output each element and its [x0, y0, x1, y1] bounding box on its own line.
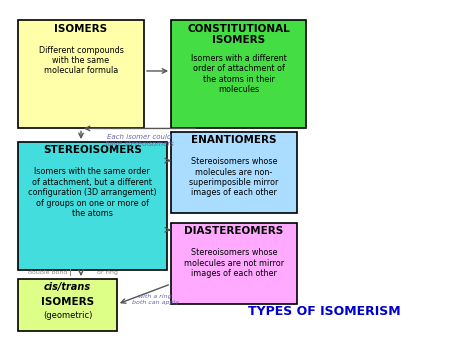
- Text: Each isomer could
have stereoisomers: Each isomer could have stereoisomers: [105, 134, 174, 146]
- FancyBboxPatch shape: [18, 20, 144, 128]
- Text: Isomers with the same order
of attachment, but a different
configuration (3D arr: Isomers with the same order of attachmen…: [28, 167, 157, 218]
- Text: STEREOISOMERS: STEREOISOMERS: [43, 145, 142, 155]
- Text: ENANTIOMERS: ENANTIOMERS: [191, 135, 277, 145]
- Text: TYPES OF ISOMERISM: TYPES OF ISOMERISM: [248, 305, 400, 318]
- Text: ISOMERS: ISOMERS: [54, 24, 108, 34]
- FancyBboxPatch shape: [171, 223, 297, 304]
- FancyBboxPatch shape: [18, 142, 166, 270]
- Text: CONSTITUTIONAL
ISOMERS: CONSTITUTIONAL ISOMERS: [187, 24, 290, 45]
- Text: Stereoisomers whose
molecules are not mirror
images of each other: Stereoisomers whose molecules are not mi…: [184, 248, 284, 278]
- Text: DIASTEREOMERS: DIASTEREOMERS: [184, 226, 284, 237]
- Text: with a ring
both can apply: with a ring both can apply: [132, 294, 179, 305]
- Text: double bond: double bond: [28, 270, 68, 274]
- Text: Isomers with a different
order of attachment of
the atoms in their
molecules: Isomers with a different order of attach…: [191, 54, 286, 94]
- Text: ISOMERS: ISOMERS: [41, 297, 94, 308]
- Text: cis/trans: cis/trans: [44, 282, 91, 292]
- Text: Stereoisomers whose
molecules are non-
superimposible mirror
images of each othe: Stereoisomers whose molecules are non- s…: [189, 157, 279, 197]
- FancyBboxPatch shape: [171, 20, 306, 128]
- Text: Different compounds
with the same
molecular formula: Different compounds with the same molecu…: [39, 46, 123, 75]
- Text: (geometric): (geometric): [43, 311, 92, 320]
- FancyBboxPatch shape: [171, 132, 297, 213]
- Text: or ring: or ring: [97, 270, 117, 274]
- FancyBboxPatch shape: [18, 279, 117, 331]
